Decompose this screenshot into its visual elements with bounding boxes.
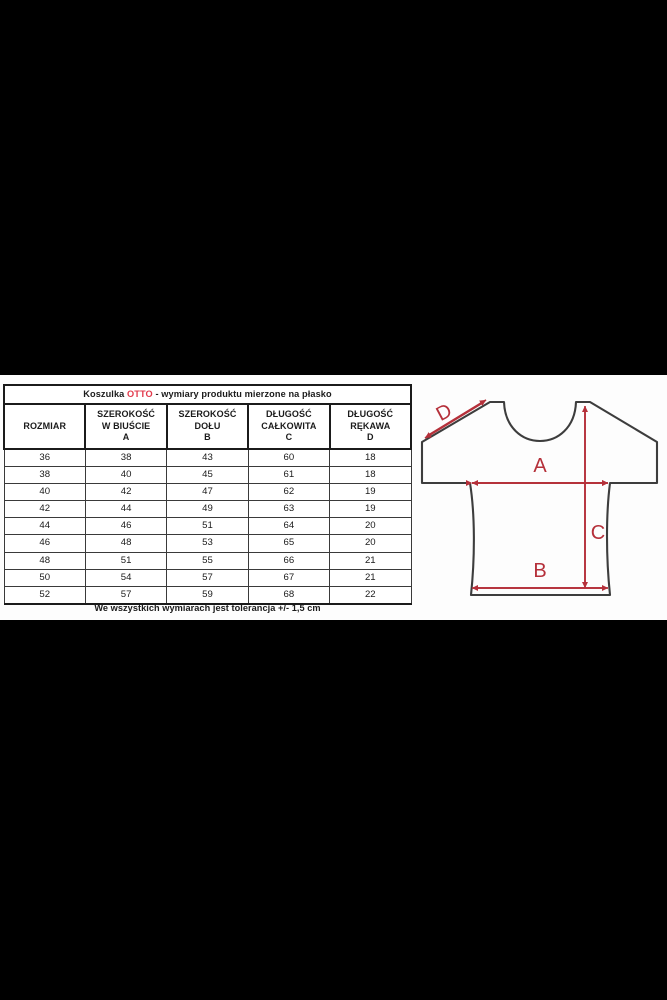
cell-size: 38 — [3, 466, 86, 485]
cell-bottom: 59 — [166, 585, 249, 605]
cell-chest: 38 — [84, 448, 168, 468]
table-header-row: ROZMIAR SZEROKOŚĆ W BIUŚCIE A SZEROKOŚĆ … — [2, 403, 413, 450]
cell-bottom: 57 — [166, 568, 249, 587]
table-title-cell: Koszulka OTTO - wymiary produktu mierzon… — [3, 384, 412, 405]
cell-length: 65 — [247, 534, 331, 553]
title-prefix: Koszulka — [83, 389, 125, 399]
cell-chest: 46 — [84, 517, 168, 536]
t-shirt-measurement-diagram: A B C D — [414, 379, 664, 615]
column-header-szerokosc-dolu: SZEROKOŚĆ DOŁU B — [165, 403, 250, 450]
cell-size: 48 — [3, 551, 86, 570]
size-chart-table: Koszulka OTTO - wymiary produktu mierzon… — [2, 384, 413, 605]
cell-bottom: 47 — [166, 483, 249, 502]
cell-size: 52 — [3, 585, 86, 605]
column-header-dlugosc-calkowita: DŁUGOŚĆ CAŁKOWITA C — [247, 403, 331, 450]
cell-length: 61 — [247, 466, 331, 485]
table-row: 42 44 49 63 19 — [3, 500, 412, 519]
header-code: C — [285, 432, 293, 443]
header-line: DOŁU — [194, 420, 221, 431]
header-line: DŁUGOŚĆ — [266, 409, 312, 420]
title-suffix: - wymiary produktu mierzone na płasko — [155, 389, 332, 399]
label-c: C — [591, 522, 605, 544]
cell-sleeve: 22 — [329, 585, 412, 605]
cell-bottom: 43 — [166, 448, 249, 468]
cell-sleeve: 21 — [329, 568, 412, 587]
header-code: B — [204, 432, 211, 443]
cell-sleeve: 19 — [329, 483, 412, 502]
header-line: W BIUŚCIE — [101, 420, 151, 431]
cell-sleeve: 21 — [329, 551, 412, 570]
header-line: CAŁKOWITA — [261, 420, 317, 431]
measure-arrow-d — [424, 399, 487, 439]
cell-bottom: 45 — [166, 466, 249, 485]
cell-size: 50 — [3, 568, 86, 587]
table-row: 44 46 51 64 20 — [3, 517, 412, 536]
cell-sleeve: 18 — [329, 466, 412, 485]
header-line: ROZMIAR — [23, 420, 67, 431]
tolerance-note: We wszystkich wymiarach jest tolerancja … — [94, 603, 321, 613]
cell-length: 60 — [247, 448, 331, 468]
cell-chest: 40 — [84, 466, 168, 485]
cell-size: 46 — [3, 534, 86, 553]
cell-chest: 57 — [84, 585, 168, 605]
cell-sleeve: 20 — [329, 534, 412, 553]
cell-sleeve: 20 — [329, 517, 412, 536]
column-header-rozmiar: ROZMIAR — [2, 403, 87, 450]
cell-sleeve: 18 — [329, 448, 412, 468]
cell-bottom: 49 — [166, 500, 249, 519]
table-row: 36 38 43 60 18 — [3, 448, 412, 468]
cell-size: 40 — [3, 483, 86, 502]
cell-length: 67 — [247, 568, 331, 587]
header-line: SZEROKOŚĆ — [97, 409, 156, 420]
header-line: DŁUGOŚĆ — [347, 409, 394, 420]
cell-length: 63 — [247, 500, 331, 519]
content-panel: Koszulka OTTO - wymiary produktu mierzon… — [0, 375, 667, 620]
cell-size: 44 — [3, 517, 86, 536]
cell-sleeve: 19 — [329, 500, 412, 519]
table-title-row: Koszulka OTTO - wymiary produktu mierzon… — [3, 384, 412, 405]
header-code: A — [122, 432, 130, 443]
table-row: 38 40 45 61 18 — [3, 466, 412, 485]
cell-bottom: 53 — [166, 534, 249, 553]
brand-name: OTTO — [127, 389, 153, 399]
cell-chest: 54 — [84, 568, 168, 587]
label-a: A — [533, 455, 547, 477]
column-header-szerokosc-w-biuscie: SZEROKOŚĆ W BIUŚCIE A — [84, 403, 168, 450]
cell-bottom: 55 — [166, 551, 249, 570]
cell-chest: 48 — [84, 534, 168, 553]
cell-size: 42 — [3, 500, 86, 519]
table-row: 52 57 59 68 22 — [3, 585, 412, 605]
cell-length: 66 — [247, 551, 331, 570]
shirt-outline-icon — [420, 400, 659, 597]
header-code: D — [366, 432, 374, 443]
column-header-dlugosc-rekawa: DŁUGOŚĆ RĘKAWA D — [328, 403, 413, 450]
table-row: 46 48 53 65 20 — [3, 534, 412, 553]
cell-size: 36 — [3, 448, 86, 468]
cell-chest: 44 — [84, 500, 168, 519]
label-b: B — [533, 560, 546, 582]
table-row: 40 42 47 62 19 — [3, 483, 412, 502]
table-row: 48 51 55 66 21 — [3, 551, 412, 570]
cell-length: 64 — [247, 517, 331, 536]
header-line: RĘKAWA — [350, 420, 391, 431]
cell-length: 68 — [247, 585, 331, 605]
cell-length: 62 — [247, 483, 331, 502]
cell-chest: 51 — [84, 551, 168, 570]
size-table-container: Koszulka OTTO - wymiary produktu mierzon… — [2, 384, 413, 605]
cell-chest: 42 — [84, 483, 168, 502]
header-line: SZEROKOŚĆ — [178, 409, 237, 420]
table-row: 50 54 57 67 21 — [3, 568, 412, 587]
cell-bottom: 51 — [166, 517, 249, 536]
